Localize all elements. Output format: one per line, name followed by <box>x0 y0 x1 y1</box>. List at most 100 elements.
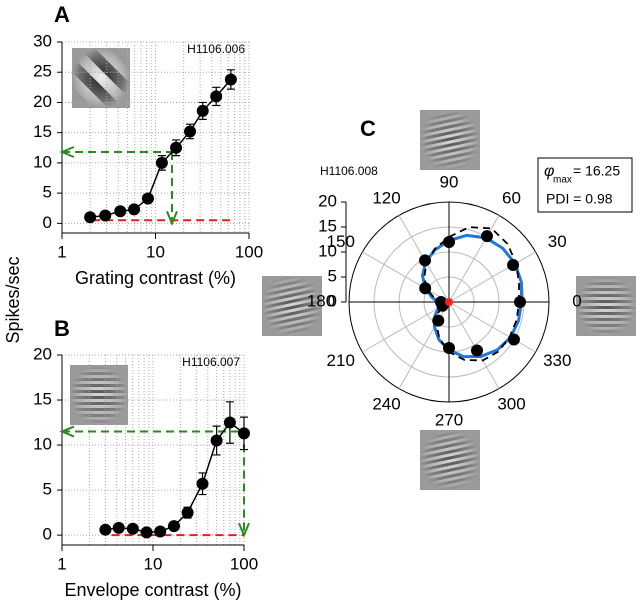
annotation-symbol: φ <box>544 163 554 180</box>
y-tick-label: 15 <box>33 390 52 409</box>
data-point <box>196 104 209 117</box>
center-marker <box>445 298 453 306</box>
spoke <box>448 301 500 389</box>
data-point <box>238 427 250 440</box>
angle-tick-label: 30 <box>548 232 567 251</box>
angle-tick-label: 150 <box>327 232 355 251</box>
angle-tick-label: 60 <box>502 188 521 207</box>
x-axis-label: Grating contrast (%) <box>75 268 236 288</box>
data-point <box>432 314 445 327</box>
angle-tick-label: 120 <box>372 188 400 207</box>
data-line <box>105 421 245 534</box>
angle-tick-label: 210 <box>327 351 355 370</box>
spoke <box>398 301 450 389</box>
y-tick-label: 10 <box>33 435 52 454</box>
angle-tick-label: 180 <box>307 291 335 310</box>
stimulus-inset <box>420 430 480 490</box>
data-point <box>507 333 520 346</box>
stimulus-inset <box>576 276 636 336</box>
angle-tick-label: 300 <box>497 395 525 414</box>
panel-letter: C <box>360 116 376 141</box>
angle-tick-label: 240 <box>372 395 400 414</box>
spoke <box>448 301 536 353</box>
spoke <box>362 251 450 303</box>
data-point <box>99 523 112 536</box>
data-point <box>99 209 112 222</box>
data-point <box>419 282 432 295</box>
data-point <box>223 416 236 429</box>
annotation-text: PDI = 0.98 <box>546 191 613 207</box>
stimulus-inset <box>420 110 480 170</box>
id-label: H1106.008 <box>320 164 378 178</box>
data-point <box>481 230 493 243</box>
data-point <box>443 342 455 354</box>
y-tick-label: 10 <box>33 152 52 171</box>
data-point <box>167 520 180 533</box>
x-tick-label: 1 <box>57 242 66 261</box>
y-axis-label: Spikes/sec <box>3 256 23 343</box>
data-point <box>112 521 125 534</box>
arrowhead <box>166 210 178 226</box>
panel-letter: B <box>54 316 70 341</box>
r-tick-label: 20 <box>318 191 337 210</box>
y-tick-label: 0 <box>43 525 52 544</box>
data-point <box>140 526 153 539</box>
angle-tick-label: 330 <box>543 351 571 370</box>
y-tick-label: 20 <box>33 92 52 111</box>
data-point <box>471 344 483 357</box>
r-tick-label: 10 <box>318 241 337 260</box>
y-tick-label: 15 <box>33 122 52 141</box>
data-point <box>154 525 167 538</box>
r-tick-label: 15 <box>318 216 337 235</box>
data-point <box>170 141 183 154</box>
angle-tick-label: 90 <box>440 172 459 191</box>
y-tick-label: 20 <box>33 344 52 363</box>
data-point <box>181 506 194 519</box>
stimulus-inset <box>70 365 128 425</box>
stimulus-inset <box>72 48 130 108</box>
data-point <box>128 203 141 216</box>
x-tick-label: 10 <box>144 554 163 573</box>
data-point <box>419 254 431 267</box>
data-point <box>507 259 520 271</box>
y-tick-label: 30 <box>33 31 52 50</box>
x-tick-label: 10 <box>146 242 165 261</box>
y-tick-label: 5 <box>43 480 52 499</box>
arrowhead <box>59 425 75 438</box>
data-point <box>443 236 455 248</box>
panel-letter: A <box>54 2 70 27</box>
annotation-text: = 16.25 <box>573 163 620 179</box>
spoke <box>448 215 500 303</box>
spoke <box>448 251 536 303</box>
annotation-box <box>537 157 633 213</box>
x-tick-label: 100 <box>230 554 258 573</box>
data-point <box>84 211 97 224</box>
arrowhead <box>238 522 250 538</box>
r-tick-label: 5 <box>328 266 337 285</box>
x-axis-label: Envelope contrast (%) <box>64 580 241 600</box>
data-point <box>196 477 209 490</box>
annotation-subscript: max <box>553 175 572 186</box>
data-point <box>155 156 168 169</box>
data-point <box>210 90 223 103</box>
id-label: H1106.006 <box>187 42 245 56</box>
data-point <box>210 434 223 447</box>
r-tick-label: 0 <box>328 291 337 310</box>
data-point <box>141 192 154 205</box>
spoke <box>362 301 450 353</box>
x-tick-label: 100 <box>235 242 263 261</box>
x-tick-label: 1 <box>57 554 66 573</box>
arrowhead <box>59 146 75 158</box>
y-tick-label: 0 <box>43 213 52 232</box>
data-point <box>114 205 127 218</box>
data-point <box>224 73 237 86</box>
id-label: H1106.007 <box>182 355 240 369</box>
data-point <box>514 296 526 308</box>
y-tick-label: 5 <box>43 183 52 202</box>
data-point <box>184 125 197 138</box>
angle-tick-label: 0 <box>572 291 581 310</box>
angle-tick-label: 270 <box>435 410 463 429</box>
y-tick-label: 25 <box>33 62 52 81</box>
data-point <box>126 522 139 535</box>
